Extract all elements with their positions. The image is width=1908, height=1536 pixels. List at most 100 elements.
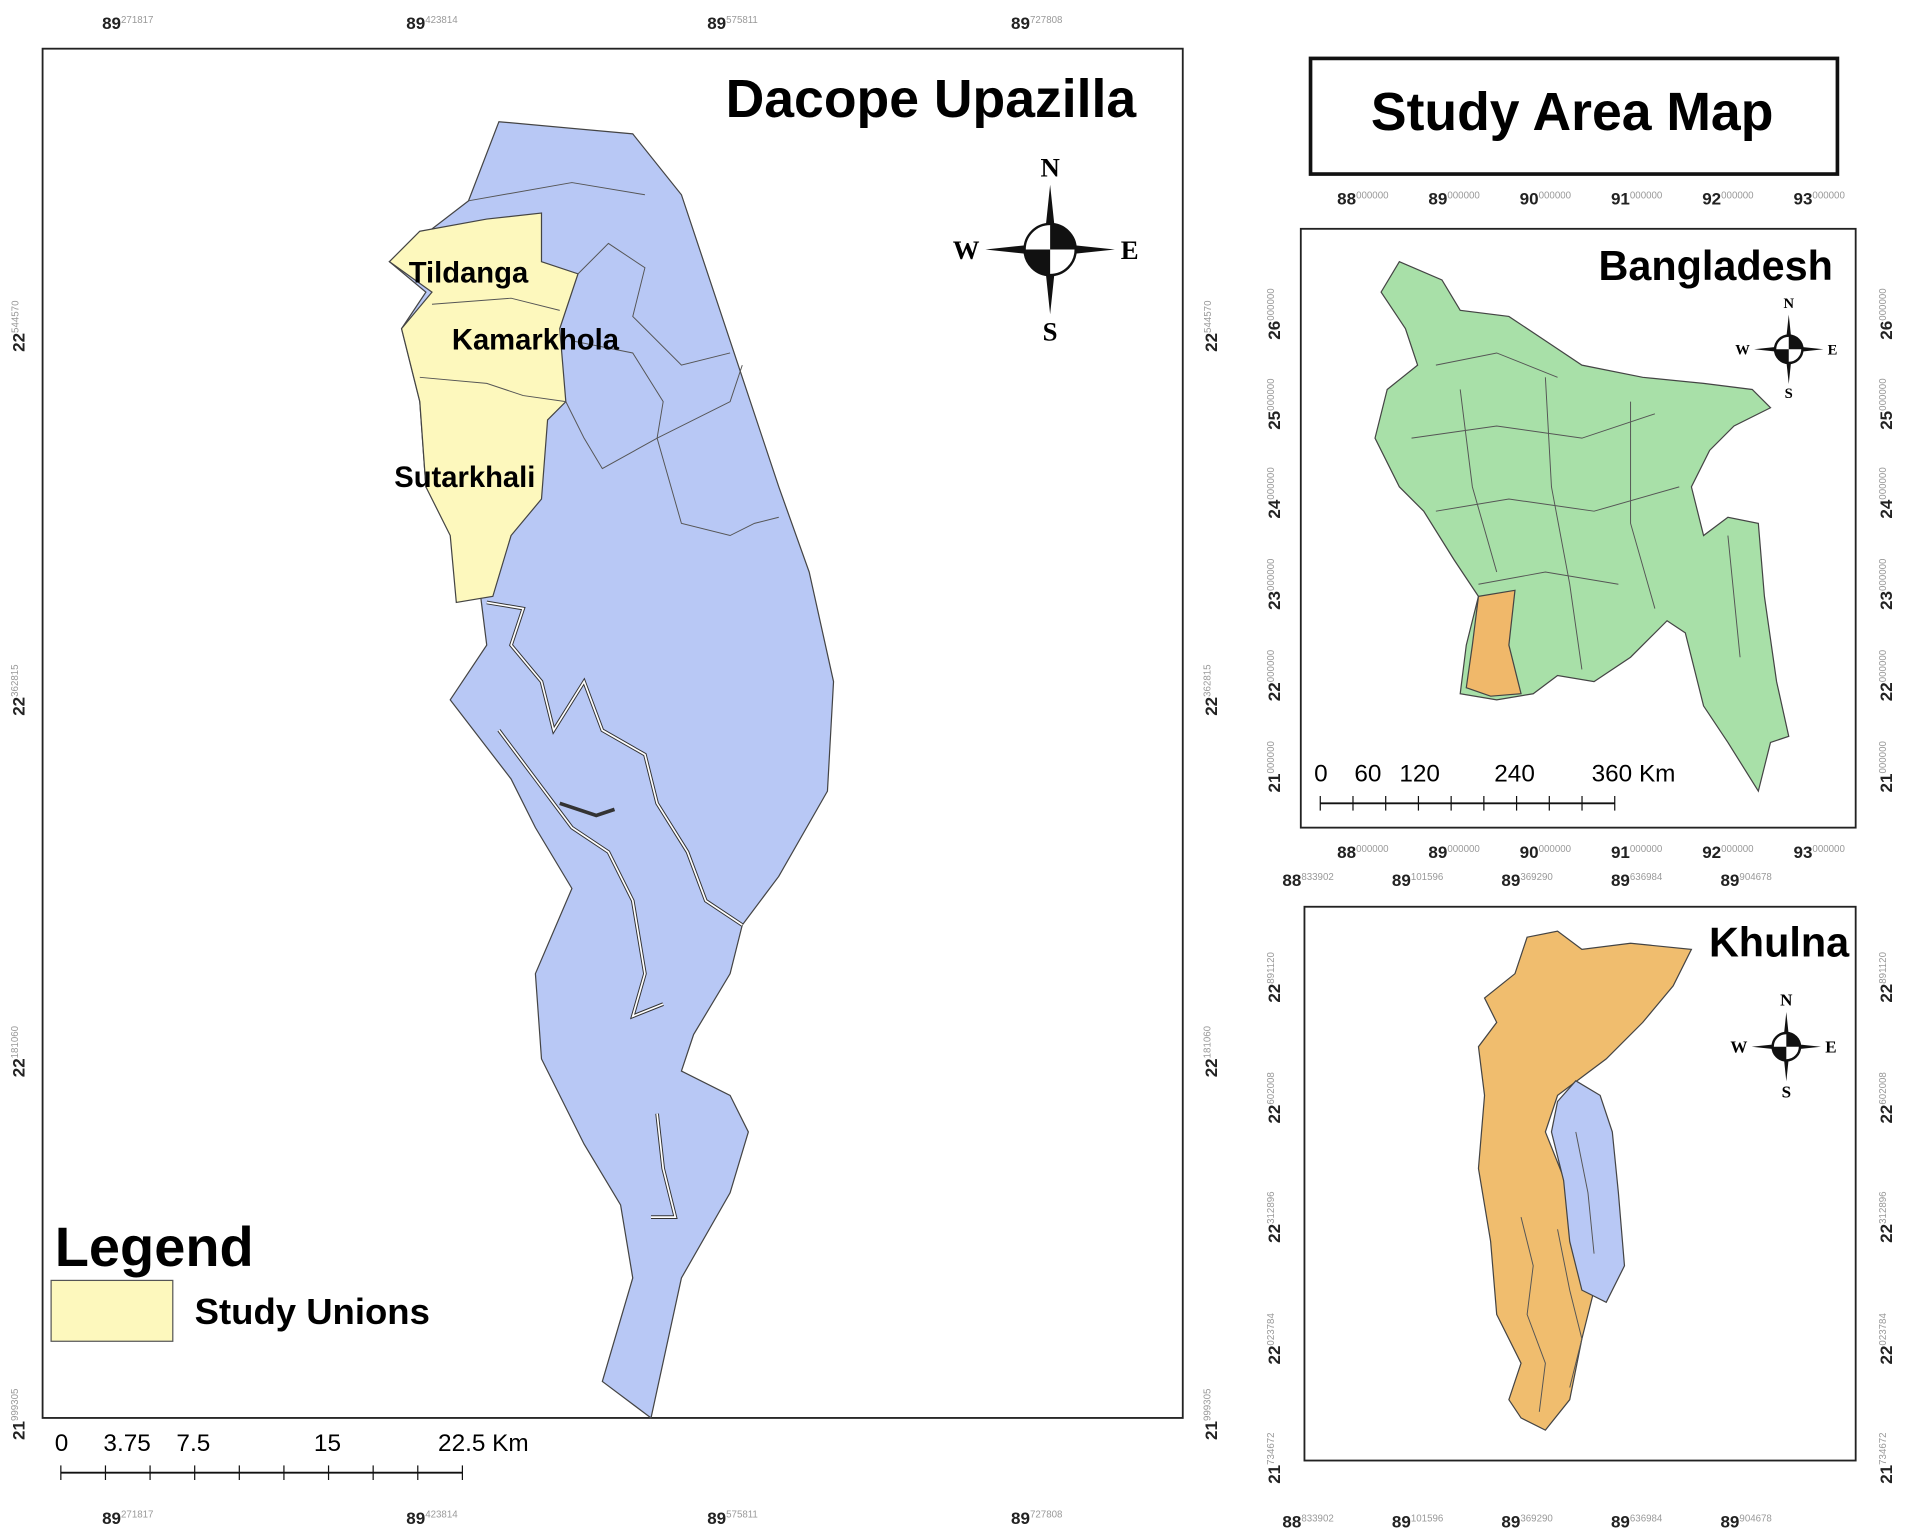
coordinate-label: 22602008	[1877, 1072, 1896, 1123]
coordinate-label: 89000000	[1428, 843, 1480, 862]
coordinate-degree: 24	[1265, 499, 1284, 518]
coordinate-minutes: 000000	[1630, 844, 1663, 855]
coordinate-minutes: 023784	[1266, 1313, 1277, 1346]
coordinate-label: 22312896	[1877, 1191, 1896, 1242]
compass-letter: E	[1828, 342, 1838, 358]
coordinate-label: 89423814	[406, 1509, 458, 1528]
coordinate-degree: 90	[1520, 189, 1539, 208]
coordinate-minutes: 000000	[1266, 741, 1277, 774]
coordinate-minutes: 369290	[1520, 872, 1553, 883]
coordinate-label: 24000000	[1265, 467, 1284, 519]
coordinate-minutes: 734672	[1878, 1432, 1889, 1464]
coordinate-label: 89271817	[102, 14, 153, 33]
coordinate-minutes: 181060	[1203, 1025, 1214, 1058]
coordinate-minutes: 999305	[10, 1389, 21, 1421]
union-boundaries	[419, 182, 779, 537]
scale-bar-label: 15	[314, 1430, 341, 1457]
coordinate-label: 89727808	[1011, 14, 1062, 33]
coordinate-degree: 89	[1011, 14, 1030, 33]
coordinate-label: 91000000	[1611, 189, 1663, 208]
coordinate-degree: 89	[707, 14, 726, 33]
coordinate-label: 22362815	[9, 664, 28, 715]
union-label: Kamarkhola	[452, 324, 620, 356]
coordinate-minutes: 904678	[1739, 872, 1771, 883]
rivers	[486, 600, 744, 1219]
coordinate-label: 22891120	[1877, 951, 1896, 1002]
coordinate-label: 93000000	[1793, 843, 1845, 862]
coordinate-minutes: 362815	[10, 664, 21, 696]
coordinate-label: 22544570	[1202, 300, 1221, 352]
coordinate-label: 22181060	[1202, 1025, 1221, 1077]
coordinate-label: 26000000	[1877, 288, 1896, 340]
title-box	[1308, 56, 1840, 176]
coordinate-degree: 89	[1720, 1512, 1739, 1531]
coordinate-degree: 25	[1877, 411, 1896, 430]
coordinate-label: 23000000	[1877, 558, 1896, 610]
coordinate-minutes: 891120	[1878, 951, 1889, 983]
coordinate-label: 89575811	[707, 1509, 758, 1528]
coordinate-minutes: 423814	[425, 15, 458, 26]
coordinate-label: 89904678	[1720, 871, 1771, 890]
coordinate-label: 21734672	[1877, 1432, 1896, 1483]
compass-letter: S	[1782, 1083, 1791, 1102]
coordinate-minutes: 271817	[121, 15, 153, 26]
coordinate-degree: 21	[1202, 1421, 1221, 1440]
coordinate-minutes: 000000	[1721, 844, 1754, 855]
scale-bar-label: 7.5	[176, 1430, 210, 1457]
compass-letter: N	[1040, 152, 1059, 182]
coordinate-label: 89101596	[1392, 1512, 1443, 1531]
coordinate-degree: 89	[1392, 1512, 1411, 1531]
coordinate-minutes: 369290	[1520, 1513, 1553, 1524]
coordinate-degree: 89	[1011, 1509, 1030, 1528]
coordinate-label: 89000000	[1428, 189, 1480, 208]
compass-letter: N	[1780, 990, 1793, 1009]
coordinate-minutes: 727808	[1030, 1510, 1062, 1521]
coordinate-minutes: 362815	[1203, 664, 1214, 696]
coordinate-minutes: 000000	[1878, 378, 1889, 411]
coordinate-degree: 22	[9, 1058, 28, 1077]
coordinate-degree: 89	[102, 14, 121, 33]
scale-bar-label: 0	[1314, 760, 1328, 787]
coordinate-degree: 93	[1793, 189, 1812, 208]
coordinate-minutes: 000000	[1812, 190, 1845, 201]
coordinate-degree: 89	[1428, 189, 1447, 208]
coordinate-degree: 22	[1265, 682, 1284, 701]
coordinate-minutes: 544570	[1203, 300, 1214, 333]
coordinate-degree: 23	[1877, 591, 1896, 610]
coordinate-minutes: 000000	[1878, 288, 1889, 321]
coordinate-degree: 23	[1265, 591, 1284, 610]
coordinate-minutes: 891120	[1266, 951, 1277, 983]
coordinate-degree: 21	[1877, 1465, 1896, 1484]
coordinate-degree: 92	[1702, 189, 1721, 208]
coordinate-minutes: 000000	[1878, 558, 1889, 591]
legend-swatch	[50, 1279, 174, 1342]
coordinate-label: 91000000	[1611, 843, 1663, 862]
coordinate-minutes: 000000	[1356, 844, 1389, 855]
coordinate-minutes: 727808	[1030, 15, 1062, 26]
bangladesh-frame	[1299, 227, 1857, 829]
scale-bar-label: 360 Km	[1592, 760, 1676, 787]
coordinate-label: 88000000	[1337, 189, 1389, 208]
main-map-frame	[41, 47, 1184, 1419]
coordinate-degree: 89	[707, 1509, 726, 1528]
scale-bar-label: 0	[55, 1430, 69, 1457]
coordinate-label: 21000000	[1877, 741, 1896, 793]
coordinate-minutes: 000000	[1812, 844, 1845, 855]
coordinate-minutes: 999305	[1203, 1389, 1214, 1421]
coordinate-minutes: 000000	[1539, 190, 1572, 201]
scale-bar-label: 3.75	[103, 1430, 150, 1457]
coordinate-degree: 21	[1265, 774, 1284, 793]
coordinate-degree: 22	[1265, 1224, 1284, 1243]
coordinate-minutes: 602008	[1266, 1072, 1277, 1104]
coordinate-degree: 21	[1877, 774, 1896, 793]
compass-letter: E	[1121, 235, 1139, 265]
coordinate-label: 89636984	[1611, 1512, 1663, 1531]
compass-letter: W	[953, 235, 980, 265]
compass: N S W E	[953, 152, 1139, 346]
coordinate-minutes: 181060	[10, 1025, 21, 1058]
coordinate-minutes: 312896	[1266, 1191, 1277, 1223]
coordinate-label: 22312896	[1265, 1191, 1284, 1242]
legend-title: Legend	[55, 1215, 254, 1278]
compass-quadrants	[1024, 223, 1076, 276]
